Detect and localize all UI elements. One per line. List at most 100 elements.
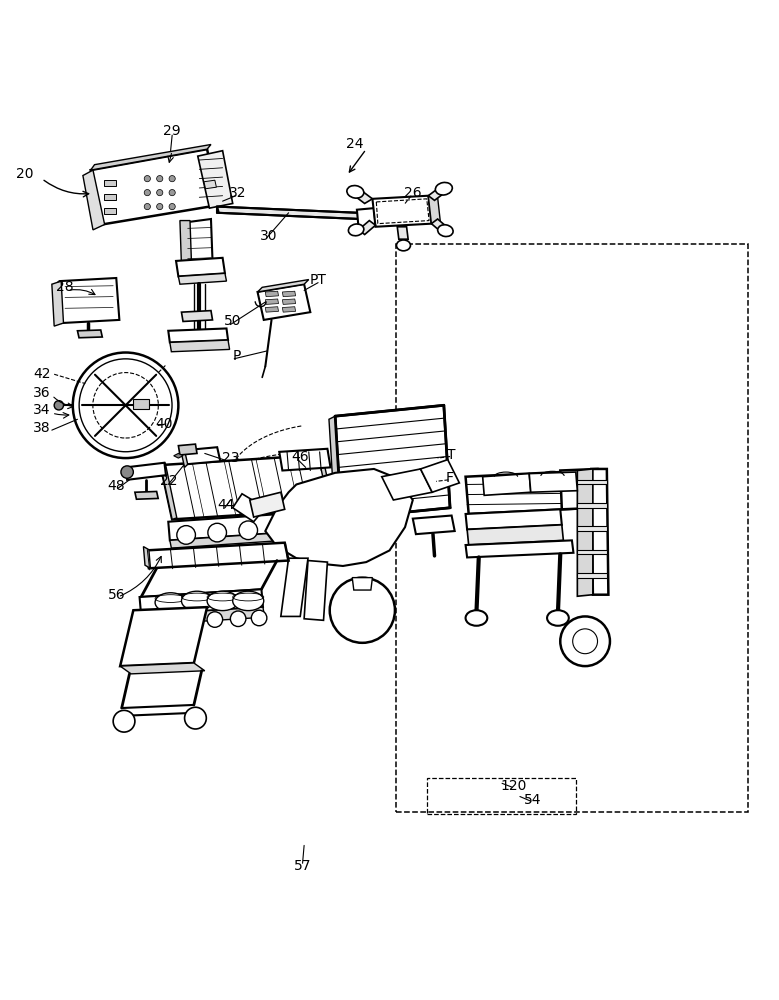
Text: 56: 56: [108, 588, 125, 602]
Circle shape: [208, 523, 227, 542]
Text: 48: 48: [108, 479, 125, 493]
Ellipse shape: [348, 224, 364, 236]
Circle shape: [169, 203, 175, 210]
Text: 46: 46: [291, 450, 309, 464]
Polygon shape: [135, 491, 158, 499]
Circle shape: [301, 516, 319, 535]
Text: F: F: [446, 471, 454, 485]
Polygon shape: [428, 196, 441, 225]
Polygon shape: [168, 511, 327, 540]
Polygon shape: [170, 340, 230, 352]
Text: T: T: [447, 448, 456, 462]
Text: 36: 36: [33, 386, 51, 400]
Polygon shape: [280, 558, 308, 616]
Circle shape: [113, 710, 135, 732]
Text: 29: 29: [164, 124, 181, 138]
Polygon shape: [529, 472, 577, 492]
Circle shape: [157, 190, 163, 196]
Polygon shape: [591, 469, 608, 595]
Polygon shape: [104, 208, 116, 214]
Polygon shape: [266, 307, 279, 312]
Polygon shape: [397, 227, 408, 239]
Circle shape: [157, 203, 163, 210]
Text: 30: 30: [260, 229, 278, 243]
Polygon shape: [432, 219, 449, 233]
Circle shape: [184, 613, 199, 628]
Text: 22: 22: [160, 474, 177, 488]
Circle shape: [330, 578, 395, 643]
Polygon shape: [382, 469, 432, 500]
Ellipse shape: [438, 225, 453, 237]
Polygon shape: [182, 311, 213, 321]
Polygon shape: [304, 561, 327, 620]
Polygon shape: [280, 449, 330, 471]
Polygon shape: [180, 221, 192, 266]
Polygon shape: [168, 328, 228, 342]
Polygon shape: [577, 526, 607, 531]
Text: PT: PT: [309, 273, 326, 287]
Polygon shape: [358, 221, 375, 235]
Polygon shape: [560, 469, 599, 509]
Ellipse shape: [435, 182, 453, 195]
Polygon shape: [178, 273, 227, 284]
Polygon shape: [466, 540, 573, 557]
Polygon shape: [282, 291, 295, 297]
Bar: [396, 244, 748, 812]
Polygon shape: [83, 170, 104, 230]
Bar: [427, 778, 576, 814]
Text: 120: 120: [501, 779, 527, 793]
Polygon shape: [335, 405, 450, 519]
Polygon shape: [77, 330, 102, 338]
Polygon shape: [233, 494, 266, 522]
Text: 40: 40: [156, 417, 173, 431]
Ellipse shape: [347, 186, 364, 198]
Polygon shape: [182, 450, 188, 467]
Circle shape: [55, 401, 63, 410]
Polygon shape: [204, 180, 217, 189]
Polygon shape: [282, 307, 295, 312]
Polygon shape: [587, 471, 597, 509]
Ellipse shape: [397, 240, 411, 251]
Polygon shape: [258, 284, 310, 320]
Circle shape: [121, 466, 133, 478]
Text: 57: 57: [294, 859, 312, 873]
Text: 28: 28: [56, 280, 74, 294]
Polygon shape: [466, 471, 594, 514]
Circle shape: [239, 521, 258, 540]
Polygon shape: [133, 399, 149, 409]
Polygon shape: [352, 578, 372, 590]
Polygon shape: [104, 180, 116, 186]
Polygon shape: [198, 151, 233, 208]
Circle shape: [270, 519, 288, 537]
Polygon shape: [258, 280, 308, 292]
Polygon shape: [60, 278, 119, 323]
Ellipse shape: [466, 610, 488, 626]
Text: 32: 32: [229, 186, 247, 200]
Circle shape: [139, 615, 155, 630]
Polygon shape: [577, 573, 607, 578]
Circle shape: [144, 190, 150, 196]
Polygon shape: [329, 416, 341, 522]
Circle shape: [144, 203, 150, 210]
Polygon shape: [90, 144, 211, 170]
Text: 42: 42: [33, 367, 51, 381]
Polygon shape: [143, 547, 150, 568]
Circle shape: [185, 707, 206, 729]
Polygon shape: [413, 516, 455, 534]
Circle shape: [177, 526, 196, 544]
Text: 44: 44: [218, 498, 235, 512]
Text: 23: 23: [221, 451, 239, 465]
Polygon shape: [577, 550, 607, 554]
Polygon shape: [120, 607, 207, 666]
Ellipse shape: [182, 591, 213, 611]
Polygon shape: [483, 474, 530, 495]
Polygon shape: [139, 589, 263, 615]
Circle shape: [144, 176, 150, 182]
Polygon shape: [352, 190, 372, 203]
Circle shape: [169, 176, 175, 182]
Polygon shape: [467, 525, 563, 545]
Text: 50: 50: [224, 314, 241, 328]
Polygon shape: [170, 529, 329, 548]
Polygon shape: [125, 463, 166, 480]
Polygon shape: [266, 291, 279, 297]
